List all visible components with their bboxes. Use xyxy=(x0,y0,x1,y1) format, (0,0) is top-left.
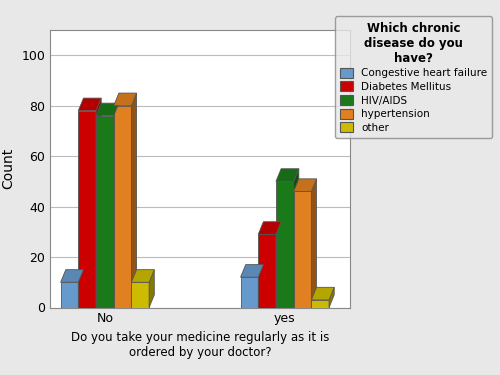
Polygon shape xyxy=(132,282,149,308)
X-axis label: Do you take your medicine regularly as it is
ordered by your doctor?: Do you take your medicine regularly as i… xyxy=(71,331,329,359)
Polygon shape xyxy=(240,265,264,277)
Polygon shape xyxy=(114,103,119,308)
Polygon shape xyxy=(258,222,281,234)
Polygon shape xyxy=(294,179,316,192)
Polygon shape xyxy=(132,93,136,308)
Polygon shape xyxy=(258,265,264,308)
Polygon shape xyxy=(60,270,84,282)
Polygon shape xyxy=(78,98,101,111)
Polygon shape xyxy=(60,282,78,308)
Polygon shape xyxy=(132,270,154,282)
Polygon shape xyxy=(312,300,329,307)
Polygon shape xyxy=(96,103,119,116)
Polygon shape xyxy=(294,169,299,308)
Polygon shape xyxy=(96,98,101,308)
Polygon shape xyxy=(312,179,316,308)
Polygon shape xyxy=(149,270,154,308)
Polygon shape xyxy=(276,222,281,308)
Polygon shape xyxy=(329,287,334,308)
Polygon shape xyxy=(258,234,276,308)
Polygon shape xyxy=(96,116,114,308)
Polygon shape xyxy=(312,287,334,300)
Polygon shape xyxy=(78,270,84,308)
Polygon shape xyxy=(294,192,312,308)
Polygon shape xyxy=(276,169,299,182)
Polygon shape xyxy=(114,106,132,308)
Y-axis label: Count: Count xyxy=(2,148,16,189)
Polygon shape xyxy=(240,277,258,308)
Polygon shape xyxy=(114,93,136,106)
Legend: Congestive heart failure, Diabetes Mellitus, HIV/AIDS, hypertension, other: Congestive heart failure, Diabetes Melli… xyxy=(335,16,492,138)
Polygon shape xyxy=(276,182,293,308)
Polygon shape xyxy=(78,111,96,308)
